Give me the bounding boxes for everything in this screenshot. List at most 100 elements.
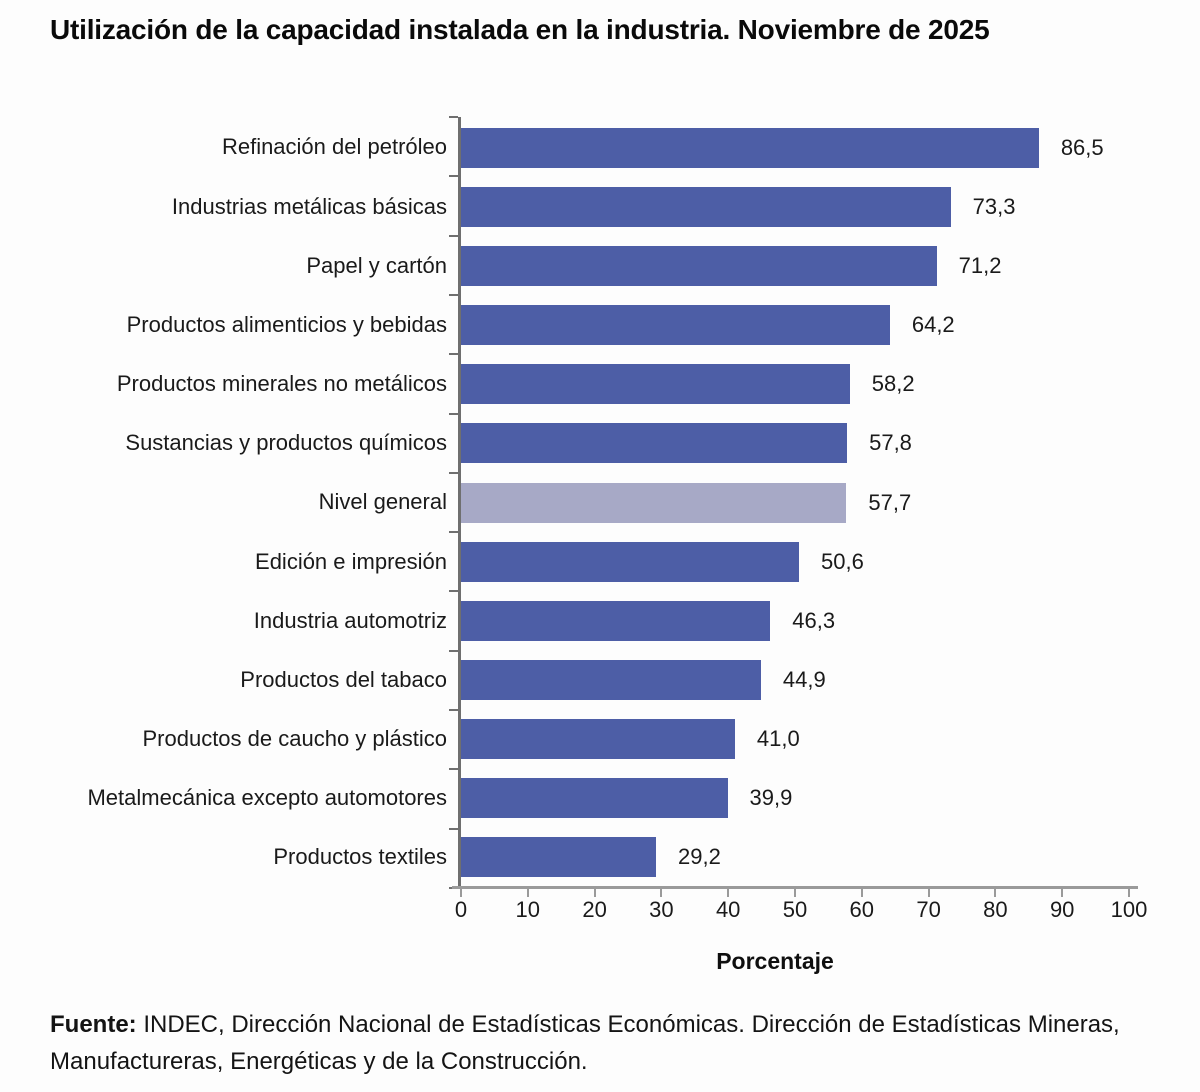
bar	[461, 837, 657, 878]
bar-row: Productos del tabaco 44,9	[0, 650, 1200, 709]
x-tick-label: 40	[715, 897, 741, 922]
bar-track: 58,2	[461, 355, 1129, 414]
category-label: Nivel general	[318, 489, 447, 515]
y-tick	[449, 709, 458, 712]
y-tick	[449, 531, 458, 534]
bar	[461, 778, 728, 819]
bar	[461, 245, 937, 286]
bar-row: Metalmecánica excepto automotores 39,9	[0, 769, 1200, 828]
bar	[461, 305, 890, 346]
x-tick	[727, 889, 730, 897]
bar-track: 86,5	[461, 118, 1129, 177]
bar-track: 50,6	[461, 532, 1129, 591]
bar-track: 41,0	[461, 710, 1129, 769]
value-label: 50,6	[821, 548, 864, 574]
y-tick	[449, 116, 458, 118]
bar-track: 64,2	[461, 295, 1129, 354]
y-tick	[449, 234, 458, 237]
bar	[461, 541, 799, 582]
x-tick	[526, 889, 529, 897]
x-tick-label: 20	[582, 897, 607, 922]
x-tick-label: 10	[515, 897, 541, 922]
bar	[461, 186, 951, 227]
bar-track: 29,2	[461, 828, 1129, 887]
x-tick-label: 0	[454, 897, 468, 922]
value-label: 58,2	[871, 371, 915, 397]
bar-row: Nivel general 57,7	[0, 473, 1200, 532]
x-tick	[1128, 889, 1130, 897]
y-tick	[449, 175, 458, 178]
bar-row: Sustancias y productos químicos 57,8	[0, 414, 1200, 473]
value-label: 86,5	[1060, 134, 1104, 160]
bar-track: 71,2	[461, 236, 1129, 295]
bar-track: 57,8	[461, 414, 1129, 473]
chart-title: Utilización de la capacidad instalada en…	[50, 14, 990, 45]
y-tick	[449, 412, 458, 415]
y-tick	[449, 293, 458, 296]
value-label: 39,9	[749, 785, 793, 811]
value-label: 41,0	[756, 726, 800, 752]
bar	[461, 364, 850, 405]
x-axis-ticks	[460, 889, 1130, 897]
bar-highlight	[461, 482, 847, 523]
bar-track: 44,9	[461, 650, 1129, 709]
x-tick	[860, 889, 863, 897]
y-tick	[449, 827, 458, 830]
bar-track: 46,3	[461, 591, 1129, 650]
bar-row: Edición e impresión 50,6	[0, 532, 1200, 591]
category-label: Industria automotriz	[253, 607, 447, 633]
value-label: 57,7	[868, 489, 912, 515]
bar-track: 57,7	[461, 473, 1129, 532]
y-axis-ticks	[449, 116, 458, 889]
category-label: Productos minerales no metálicos	[116, 371, 447, 397]
category-label: Papel y cartón	[306, 252, 447, 278]
bar-row: Refinación del petróleo 86,5	[0, 118, 1200, 177]
x-tick-label: 30	[649, 897, 674, 922]
x-tick	[927, 889, 930, 897]
y-tick	[449, 590, 458, 593]
x-axis-line	[452, 886, 1138, 889]
category-label: Refinación del petróleo	[221, 134, 447, 160]
category-label: Sustancias y productos químicos	[125, 430, 447, 456]
value-label: 46,3	[792, 607, 836, 633]
value-label: 57,8	[869, 430, 912, 456]
bar	[461, 600, 771, 641]
bar	[461, 719, 735, 760]
category-label: Productos textiles	[273, 844, 447, 870]
bar-track: 73,3	[461, 177, 1129, 236]
y-axis-line	[458, 117, 461, 888]
bar-row: Papel y cartón 71,2	[0, 236, 1200, 295]
y-tick	[449, 471, 458, 474]
bar-row: Productos textiles 29,2	[0, 828, 1200, 887]
category-label: Industrias metálicas básicas	[171, 193, 447, 219]
value-label: 71,2	[958, 252, 1002, 278]
x-tick-label: 70	[916, 897, 941, 922]
x-tick	[1061, 889, 1064, 897]
bar-row: Industria automotriz 46,3	[0, 591, 1200, 650]
source-label: Fuente:	[50, 1011, 137, 1038]
x-tick-label: 80	[983, 897, 1008, 922]
value-label: 73,3	[972, 193, 1016, 219]
bar	[461, 659, 761, 700]
category-label: Productos de caucho y plástico	[142, 726, 447, 752]
bar-row: Industrias metálicas básicas 73,3	[0, 177, 1200, 236]
category-label: Edición e impresión	[255, 548, 447, 574]
x-tick	[794, 889, 796, 897]
x-tick-label: 60	[849, 897, 875, 922]
x-tick-label: 100	[1110, 897, 1148, 922]
bar-row: Productos alimenticios y bebidas 64,2	[0, 295, 1200, 354]
bar	[461, 127, 1039, 168]
x-tick	[593, 889, 596, 897]
category-label: Productos del tabaco	[240, 666, 447, 692]
x-tick	[994, 889, 997, 897]
y-tick	[449, 768, 458, 771]
bar-track: 39,9	[461, 769, 1129, 828]
value-label: 29,2	[678, 844, 721, 870]
x-tick-label: 90	[1049, 897, 1075, 922]
bar-chart: Refinación del petróleo 86,5 Industrias me…	[0, 118, 1200, 887]
x-axis-title: Porcentaje	[716, 948, 834, 974]
bar-row: Productos de caucho y plástico 41,0	[0, 710, 1200, 769]
value-label: 44,9	[782, 666, 826, 692]
category-label: Productos alimenticios y bebidas	[126, 311, 447, 337]
